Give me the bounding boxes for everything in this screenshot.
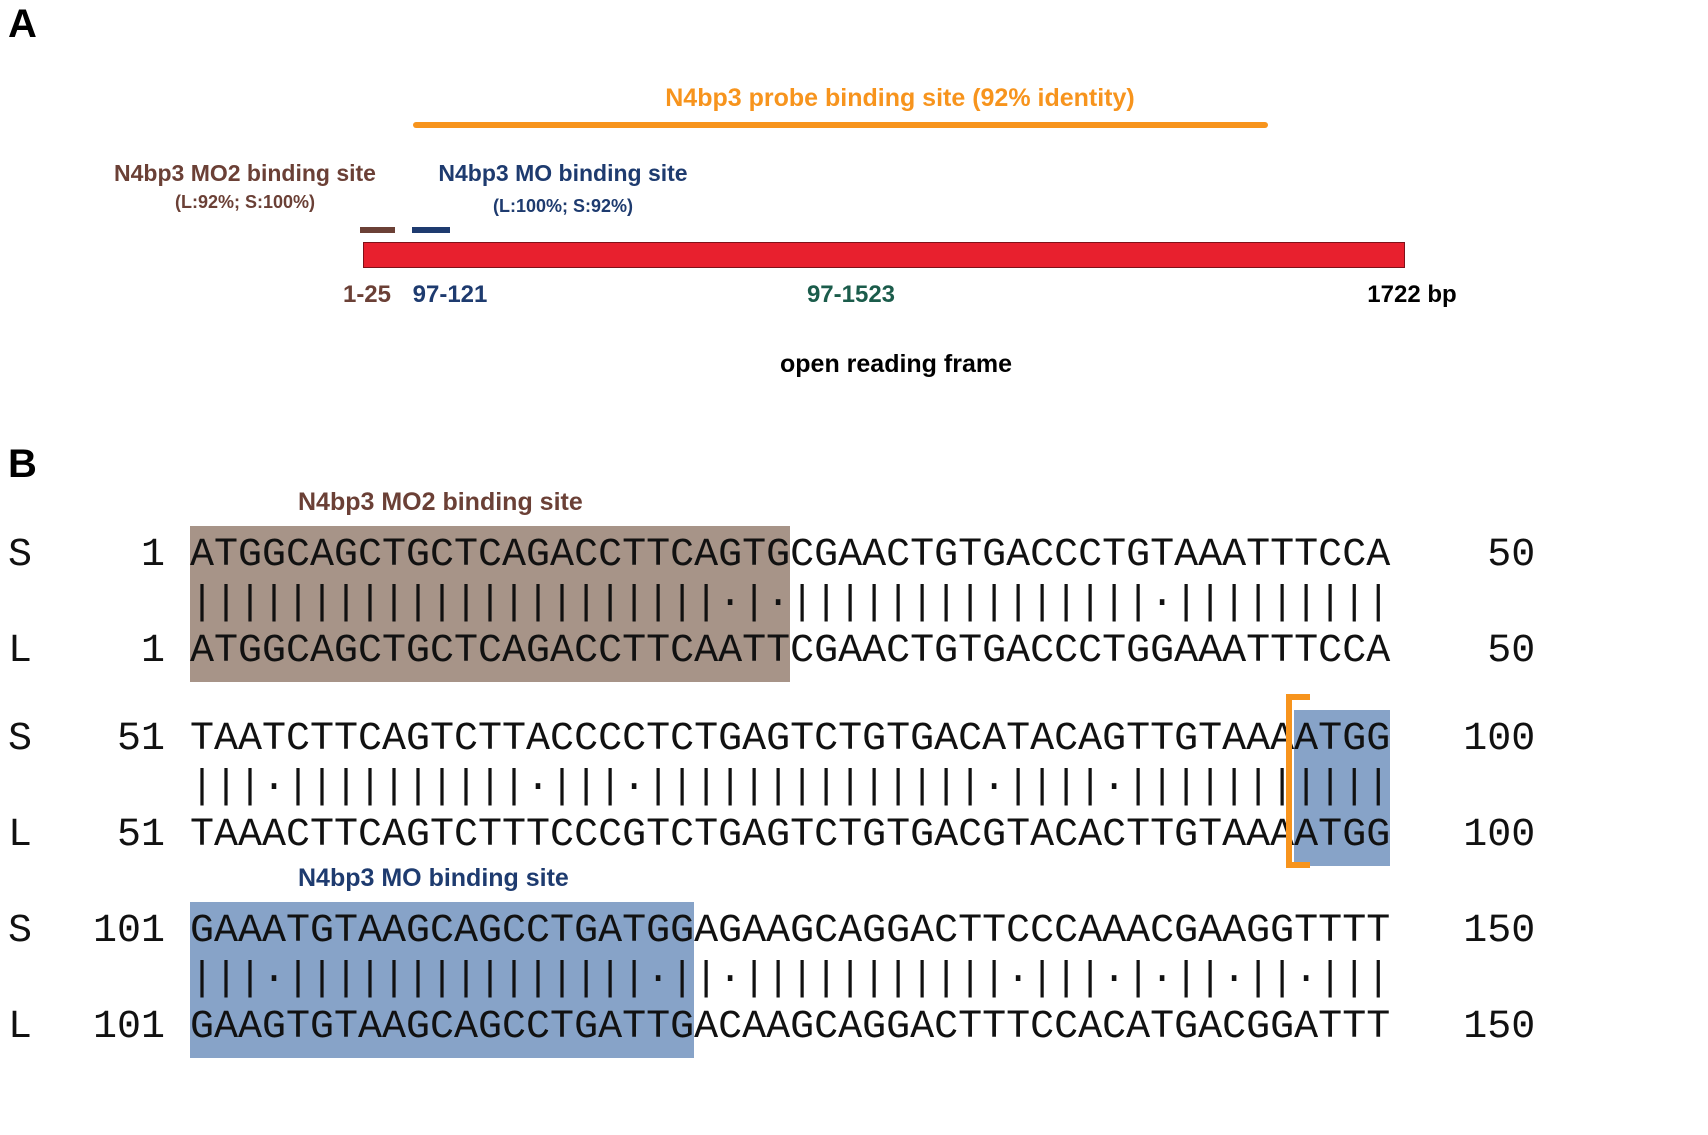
spacer xyxy=(1410,764,1535,812)
l-row: L 51 TAAACTTCAGTCTTTCCCGTCTGAGTCTGTGACGT… xyxy=(0,812,1560,860)
row-start-number: 51 xyxy=(116,717,165,762)
open-reading-frame-label: open reading frame xyxy=(780,350,1012,378)
match-line: ||||||||||||||||||||||·|·|||||||||||||||… xyxy=(190,581,1391,626)
row-start-number: 51 xyxy=(116,813,165,858)
spacer xyxy=(0,580,60,628)
transcript-length-label: 1722 bp xyxy=(1367,281,1457,308)
row-end-number: 100 xyxy=(1463,717,1536,762)
mo2-binding-site-identity: (L:92%; S:100%) xyxy=(174,192,316,212)
spacer xyxy=(60,764,165,812)
mo2-site-highlight xyxy=(190,526,791,682)
s-row: S 1 ATGGCAGCTGCTCAGACCTTCAGTGCGAACTGTGAC… xyxy=(0,532,1560,580)
mo2-site-tick xyxy=(360,227,395,233)
panel-a-label: A xyxy=(8,2,37,46)
row-end-number: 50 xyxy=(1487,533,1536,578)
match-line: |||·|||||||||||||||·||·|||||||||||·|||·|… xyxy=(190,957,1391,1002)
spacer xyxy=(0,764,60,812)
alignment-block-2: S 51 TAATCTTCAGTCTTACCCCTCTGAGTCTGTGACAT… xyxy=(0,694,1560,868)
s-sequence: GAAATGTAAGCAGCCTGATGGAGAAGCAGGACTTCCCAAA… xyxy=(190,909,1391,954)
row-start-number: 101 xyxy=(92,909,165,954)
s-sequence: TAATCTTCAGTCTTACCCCTCTGAGTCTGTGACATACAGT… xyxy=(190,717,1391,762)
match-line: |||·||||||||||·|||·||||||||||||||·||||·|… xyxy=(190,765,1391,810)
row-end-number: 100 xyxy=(1463,813,1536,858)
mo-binding-site-identity: (L:100%; S:92%) xyxy=(492,196,634,216)
orf-range-label: 97-1523 xyxy=(806,281,896,308)
mo-site-start-highlight xyxy=(1294,710,1391,866)
species-label-l: L xyxy=(8,813,33,858)
row-start-number: 1 xyxy=(140,533,165,578)
row-end-number: 50 xyxy=(1487,629,1536,674)
row-start-number: 1 xyxy=(140,629,165,674)
mo2-site-heading: N4bp3 MO2 binding site xyxy=(298,488,583,516)
match-row: |||·|||||||||||||||·||·|||||||||||·|||·|… xyxy=(0,956,1560,1004)
s-row: S 101 GAAATGTAAGCAGCCTGATGGAGAAGCAGGACTT… xyxy=(0,908,1560,956)
mo-site-highlight xyxy=(190,902,695,1058)
s-sequence: ATGGCAGCTGCTCAGACCTTCAGTGCGAACTGTGACCCTG… xyxy=(190,533,1391,578)
spacer xyxy=(60,580,165,628)
alignment-block-1: S 1 ATGGCAGCTGCTCAGACCTTCAGTGCGAACTGTGAC… xyxy=(0,526,1560,682)
l-row: L 1 ATGGCAGCTGCTCAGACCTTCAATTCGAACTGTGAC… xyxy=(0,628,1560,676)
match-row: ||||||||||||||||||||||·|·|||||||||||||||… xyxy=(0,580,1560,628)
spacer xyxy=(0,956,60,1004)
s-row: S 51 TAATCTTCAGTCTTACCCCTCTGAGTCTGTGACAT… xyxy=(0,716,1560,764)
mo-binding-site-title: N4bp3 MO binding site xyxy=(438,160,688,186)
alignment-block-3: S 101 GAAATGTAAGCAGCCTGATGGAGAAGCAGGACTT… xyxy=(0,902,1560,1058)
row-start-number: 101 xyxy=(92,1005,165,1050)
mo2-range-label: 1-25 xyxy=(342,281,392,308)
mo-site-start-bracket xyxy=(1286,694,1311,868)
species-label-s: S xyxy=(8,909,33,954)
mo-site-heading: N4bp3 MO binding site xyxy=(298,864,569,892)
mo-site-tick xyxy=(412,227,450,233)
l-row: L 101 GAAGTGTAAGCAGCCTGATTGACAAGCAGGACTT… xyxy=(0,1004,1560,1052)
probe-binding-site-line xyxy=(413,122,1268,128)
species-label-l: L xyxy=(8,1005,33,1050)
species-label-s: S xyxy=(8,533,33,578)
probe-binding-site-title: N4bp3 probe binding site (92% identity) xyxy=(665,84,1135,112)
match-row: |||·||||||||||·|||·||||||||||||||·||||·|… xyxy=(0,764,1560,812)
mo2-binding-site-title: N4bp3 MO2 binding site xyxy=(114,160,376,186)
row-end-number: 150 xyxy=(1463,1005,1536,1050)
l-sequence: ATGGCAGCTGCTCAGACCTTCAATTCGAACTGTGACCCTG… xyxy=(190,629,1391,674)
l-sequence: GAAGTGTAAGCAGCCTGATTGACAAGCAGGACTTTCCACA… xyxy=(190,1005,1391,1050)
panel-a: A N4bp3 probe binding site (92% identity… xyxy=(0,0,1708,420)
species-label-l: L xyxy=(8,629,33,674)
spacer xyxy=(60,956,165,1004)
panel-b: B N4bp3 MO2 binding site S 1 ATGGCAGCTGC… xyxy=(0,438,1708,1135)
spacer xyxy=(1410,580,1535,628)
mo-range-label: 97-121 xyxy=(412,281,488,308)
species-label-s: S xyxy=(8,717,33,762)
panel-b-label: B xyxy=(8,442,37,486)
spacer xyxy=(1410,956,1535,1004)
l-sequence: TAAACTTCAGTCTTTCCCGTCTGAGTCTGTGACGTACACT… xyxy=(190,813,1391,858)
row-end-number: 150 xyxy=(1463,909,1536,954)
transcript-bar xyxy=(363,242,1405,268)
